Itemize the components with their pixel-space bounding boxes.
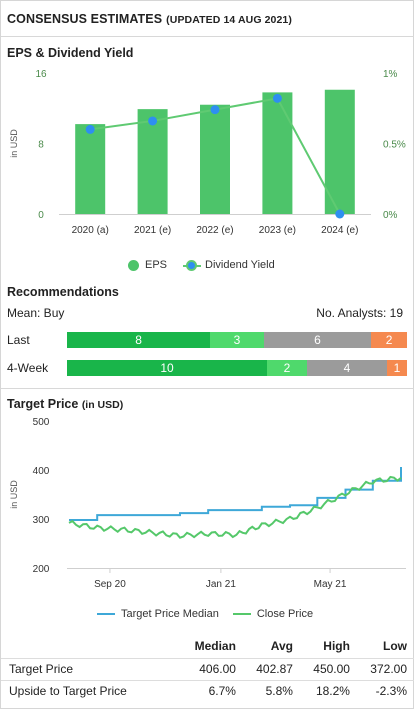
cell: 450.00: [300, 657, 358, 680]
panel-title: CONSENSUS ESTIMATES: [7, 12, 163, 26]
recommendation-segment: 2: [267, 360, 307, 376]
dividend-legend-label: Dividend Yield: [205, 259, 275, 271]
close-price-line: [68, 475, 402, 539]
cell: -2.3%: [357, 679, 414, 702]
median-legend-label: Target Price Median: [121, 608, 219, 620]
cell: 406.00: [181, 657, 244, 680]
eps-section-title: EPS & Dividend Yield: [7, 46, 134, 60]
x-tick-label: 2023 (e): [259, 225, 296, 236]
eps-legend: EPS Dividend Yield: [128, 259, 275, 271]
y-tick-label: 300: [33, 515, 50, 526]
col-high: High: [323, 638, 350, 653]
median-legend-icon: [97, 613, 115, 615]
dividend-yield-point: [85, 124, 95, 134]
eps-bar: [75, 124, 106, 214]
empty-header: [1, 634, 181, 658]
eps-bar: [200, 104, 230, 214]
target-stats-table: Median Avg High Low Target Price 406.00 …: [1, 634, 414, 702]
updated-date: (UPDATED 14 AUG 2021): [166, 14, 292, 26]
cell: 5.8%: [243, 679, 301, 702]
cell: 6.7%: [181, 679, 244, 702]
recommendation-segment: 4: [307, 360, 387, 376]
target-median-line: [69, 467, 402, 521]
x-tick-label: 2020 (a): [72, 225, 109, 236]
table-row: Target Price 406.00 402.87 450.00 372.00: [1, 657, 414, 680]
recommendation-segment: 1: [387, 360, 407, 376]
eps-bar: [324, 89, 355, 214]
cell: 402.87: [243, 657, 301, 680]
x-tick-label: 2021 (e): [134, 225, 171, 236]
y-axis-label: in USD: [9, 129, 19, 158]
x-tick-label: 2024 (e): [321, 225, 358, 236]
eps-legend-label: EPS: [145, 259, 168, 271]
dividend-yield-point: [335, 209, 345, 219]
table-header-row: Median Avg High Low: [1, 634, 414, 658]
close-legend-label: Close Price: [256, 608, 314, 620]
divider: [1, 36, 414, 37]
y2-tick-label: 0%: [383, 210, 398, 221]
divider: [1, 388, 414, 389]
y-tick-label: 16: [35, 69, 47, 80]
col-low: Low: [383, 638, 407, 653]
x-tick-label: Jan 21: [206, 579, 236, 590]
col-avg: Avg: [270, 638, 293, 653]
row-label-last: Last: [7, 333, 30, 347]
dividend-yield-point: [148, 116, 158, 126]
recommendation-segment: 3: [210, 332, 264, 348]
mean-recommendation: Mean: Buy: [7, 306, 65, 320]
col-median: Median: [194, 638, 236, 653]
panel-header: CONSENSUS ESTIMATES (UPDATED 14 AUG 2021): [7, 12, 292, 26]
target-price-title: Target Price (in USD): [7, 397, 123, 411]
eps-bar: [137, 109, 168, 214]
recommendation-bar-4-week: 10 2 4 1: [67, 360, 407, 376]
recommendation-segment: 6: [263, 332, 372, 348]
cell: 372.00: [357, 657, 414, 680]
recommendations-title: Recommendations: [7, 285, 119, 299]
target-title-text: Target Price: [7, 397, 79, 411]
y-tick-label: 0: [38, 210, 44, 221]
row-label: Target Price: [1, 657, 181, 680]
y-tick-label: 8: [38, 140, 44, 151]
recommendation-segment: 10: [67, 360, 267, 376]
dividend-legend-icon: [183, 259, 202, 271]
analyst-count: No. Analysts: 19: [316, 306, 403, 320]
table-row: Upside to Target Price 6.7% 5.8% 18.2% -…: [1, 679, 414, 702]
y-tick-label: 400: [33, 466, 50, 477]
y-tick-label: 200: [33, 564, 50, 575]
target-title-unit: (in USD): [81, 399, 124, 411]
recommendation-segment: 2: [371, 332, 407, 348]
target-legend: Target Price Median Close Price: [97, 608, 313, 620]
y2-tick-label: 0.5%: [383, 140, 406, 151]
eps-dividend-chart: 16 8 0 1% 0.5% 0% in USD 2020 (a) 2021 (e) 2022 (…: [9, 69, 406, 236]
x-tick-label: May 21: [314, 579, 347, 590]
eps-legend-dot-icon: [128, 259, 139, 271]
recommendation-segment: 8: [67, 332, 211, 348]
row-label: Upside to Target Price: [1, 679, 181, 702]
y-axis-label: in USD: [9, 480, 19, 509]
y2-tick-label: 1%: [383, 69, 398, 80]
close-legend-icon: [232, 613, 251, 615]
dividend-yield-point: [272, 93, 282, 103]
y-tick-label: 500: [33, 417, 50, 428]
x-tick-label: Sep 20: [94, 579, 126, 590]
cell: 18.2%: [300, 679, 358, 702]
target-price-chart: 500 400 300 200 in USD Sep 20 Jan 21 May 21: [9, 417, 406, 590]
eps-bar: [262, 92, 293, 214]
row-label-4-week: 4-Week: [7, 361, 49, 375]
x-tick-label: 2022 (e): [196, 225, 233, 236]
dividend-yield-point: [210, 105, 220, 115]
